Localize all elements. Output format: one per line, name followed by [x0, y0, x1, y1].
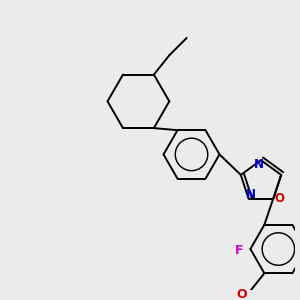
- Text: N: N: [245, 188, 255, 201]
- Text: O: O: [236, 288, 247, 300]
- Text: N: N: [254, 158, 264, 171]
- Text: F: F: [235, 244, 243, 257]
- Text: O: O: [274, 192, 284, 205]
